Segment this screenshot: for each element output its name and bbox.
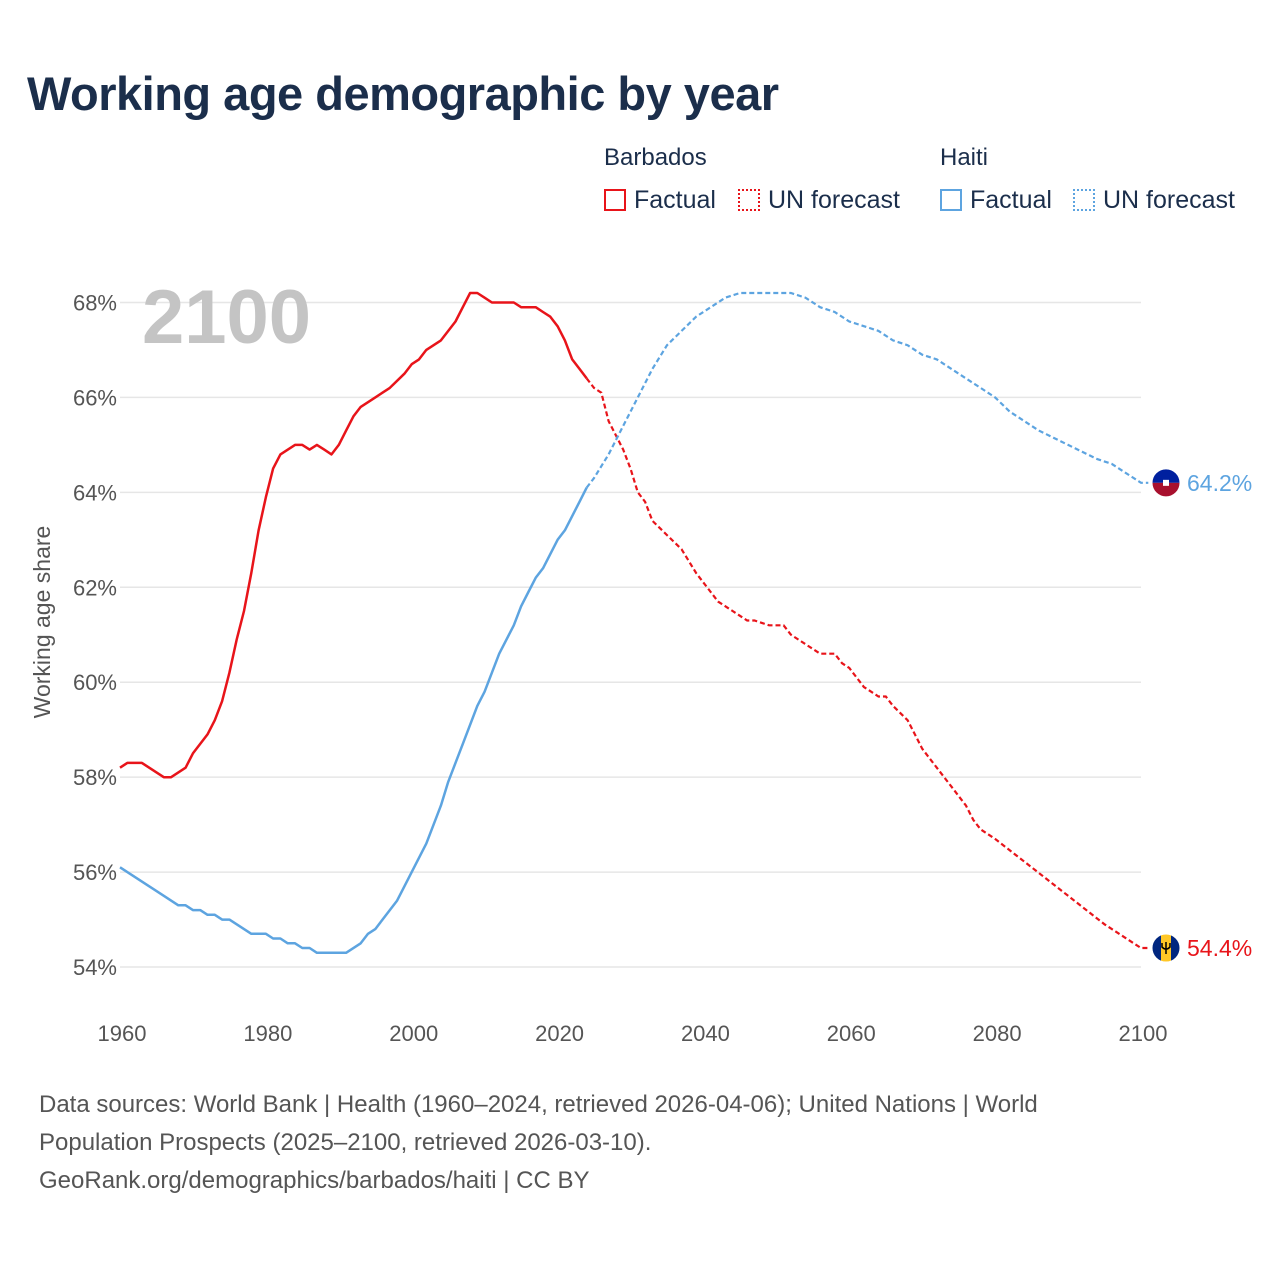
flag-body: [1152, 468, 1180, 497]
y-tick-label: 64%: [73, 480, 117, 505]
x-tick-label: 2040: [681, 1021, 730, 1046]
x-tick-label: 2020: [535, 1021, 584, 1046]
end-markers: 54.4% 64.2%: [1151, 468, 1252, 963]
legend-swatch-dotted: [1073, 189, 1095, 211]
legend-label: Factual: [634, 185, 716, 214]
legend-item-barbados-factual[interactable]: Factual: [604, 185, 716, 215]
trident-icon: [1161, 942, 1171, 955]
y-axis-title: Working age share: [29, 526, 55, 719]
legend-item-haiti-factual[interactable]: Factual: [940, 185, 1052, 215]
x-tick-label: 2000: [389, 1021, 438, 1046]
sources-line-3: GeoRank.org/demographics/barbados/haiti …: [39, 1167, 590, 1194]
y-tick-label: 68%: [73, 290, 117, 315]
legend-item-haiti-forecast[interactable]: UN forecast: [1073, 185, 1235, 215]
y-axis: 54% 56% 58% 60% 62% 64% 66% 68%: [73, 290, 117, 980]
flag-band-blue-right: [1171, 934, 1180, 963]
x-axis: 1960 1980 2000 2020 2040 2060 2080 2100: [98, 1021, 1168, 1046]
y-tick-label: 60%: [73, 670, 117, 695]
sources-line-1: Data sources: World Bank | Health (1960–…: [39, 1091, 1038, 1118]
series-haiti-factual: [119, 487, 588, 955]
series-lines: [119, 291, 1149, 955]
chart-title: Working age demographic by year: [27, 67, 779, 120]
y-tick-label: 66%: [73, 385, 117, 410]
legend-swatch-dotted: [738, 189, 760, 211]
end-label-haiti: 64.2%: [1187, 470, 1252, 496]
flag-ring: [1151, 468, 1181, 498]
y-tick-label: 54%: [73, 955, 117, 980]
legend-group-barbados: Barbados: [604, 144, 707, 171]
y-tick-label: 58%: [73, 765, 117, 790]
legend-group-haiti: Haiti: [940, 144, 989, 171]
flag-emblem: [1163, 479, 1169, 486]
y-tick-label: 62%: [73, 575, 117, 600]
grid-lines: [120, 301, 1141, 968]
flag-band-blue-left: [1152, 934, 1161, 963]
sources-line-2: Population Prospects (2025–2100, retriev…: [39, 1129, 652, 1156]
data-sources: Data sources: World Bank | Health (1960–…: [39, 1086, 1189, 1200]
series-barbados-forecast: [585, 377, 1149, 950]
x-tick-label: 1960: [98, 1021, 147, 1046]
x-tick-label: 1980: [243, 1021, 292, 1046]
series-haiti-forecast: [585, 291, 1149, 489]
flag-band-blue: [1152, 468, 1180, 483]
barbados-flag-icon: [1151, 933, 1181, 963]
legend-swatch-solid: [940, 189, 962, 211]
legend-label: UN forecast: [1103, 185, 1235, 214]
haiti-flag-icon: [1151, 468, 1181, 498]
x-tick-label: 2100: [1119, 1021, 1168, 1046]
legend-swatch-solid: [604, 189, 626, 211]
x-tick-label: 2060: [827, 1021, 876, 1046]
end-label-barbados: 54.4%: [1187, 935, 1252, 961]
x-tick-label: 2080: [973, 1021, 1022, 1046]
flag-body: [1152, 934, 1180, 963]
year-watermark: 2100: [142, 275, 311, 360]
series-barbados-factual: [119, 291, 588, 779]
y-tick-label: 56%: [73, 860, 117, 885]
flag-ring: [1151, 933, 1181, 963]
legend-label: Factual: [970, 185, 1052, 214]
legend-item-barbados-forecast[interactable]: UN forecast: [738, 185, 900, 215]
flag-band-red: [1152, 482, 1180, 497]
legend-label: UN forecast: [768, 185, 900, 214]
